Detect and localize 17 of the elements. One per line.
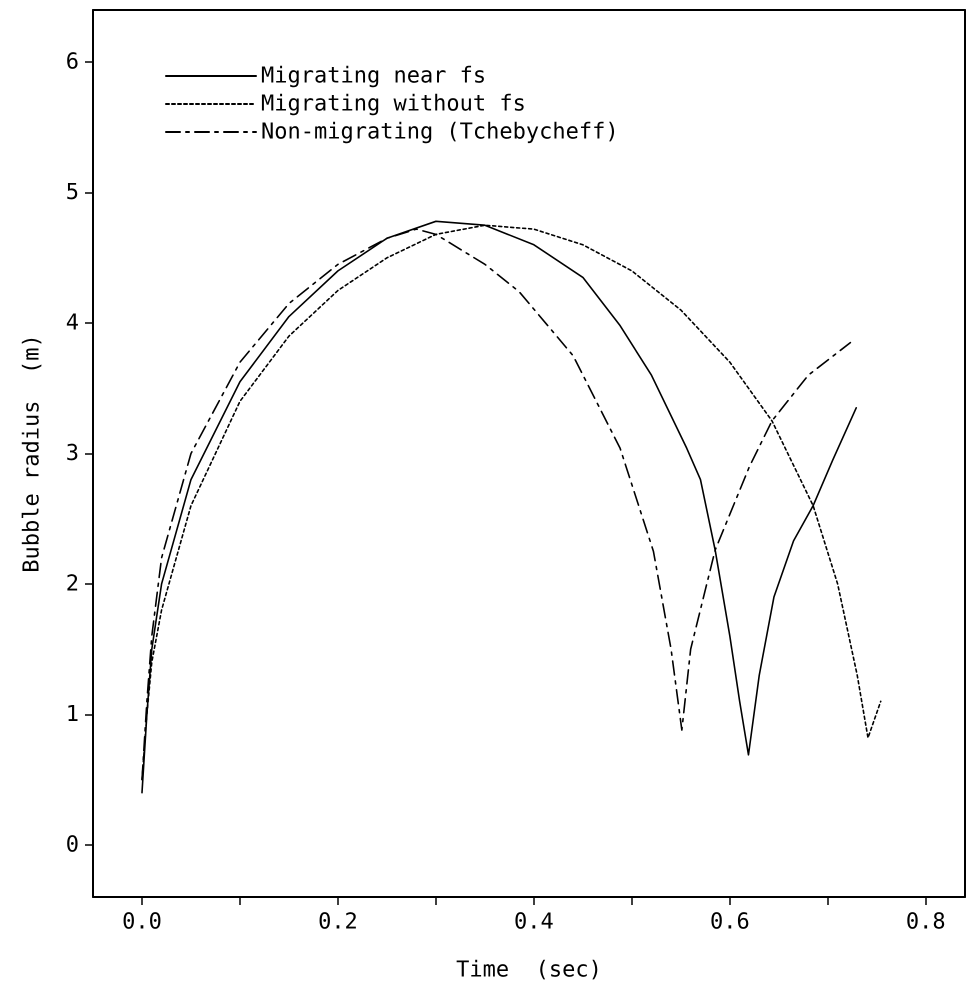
- x-tick-label: 0.0: [122, 910, 162, 934]
- y-tick-label: 6: [66, 50, 79, 75]
- legend-label: Migrating near fs: [261, 64, 486, 88]
- legend-label: Migrating without fs: [261, 92, 526, 116]
- x-tick-label: 0.2: [318, 910, 358, 934]
- legend-label: Non-migrating (Tchebycheff): [261, 120, 619, 144]
- x-axis-title: Time (sec): [456, 958, 602, 982]
- y-tick-label: 0: [66, 832, 79, 858]
- y-tick-label: 3: [66, 441, 79, 466]
- y-axis-title: Bubble radius (m): [20, 334, 44, 573]
- x-tick-label: 0.8: [906, 910, 946, 934]
- y-tick-label: 1: [66, 702, 79, 727]
- y-tick-label: 4: [66, 310, 79, 336]
- y-tick-label: 5: [66, 180, 79, 206]
- x-tick-label: 0.6: [710, 910, 750, 934]
- y-tick-label: 2: [66, 571, 79, 596]
- x-tick-label: 0.4: [514, 910, 554, 934]
